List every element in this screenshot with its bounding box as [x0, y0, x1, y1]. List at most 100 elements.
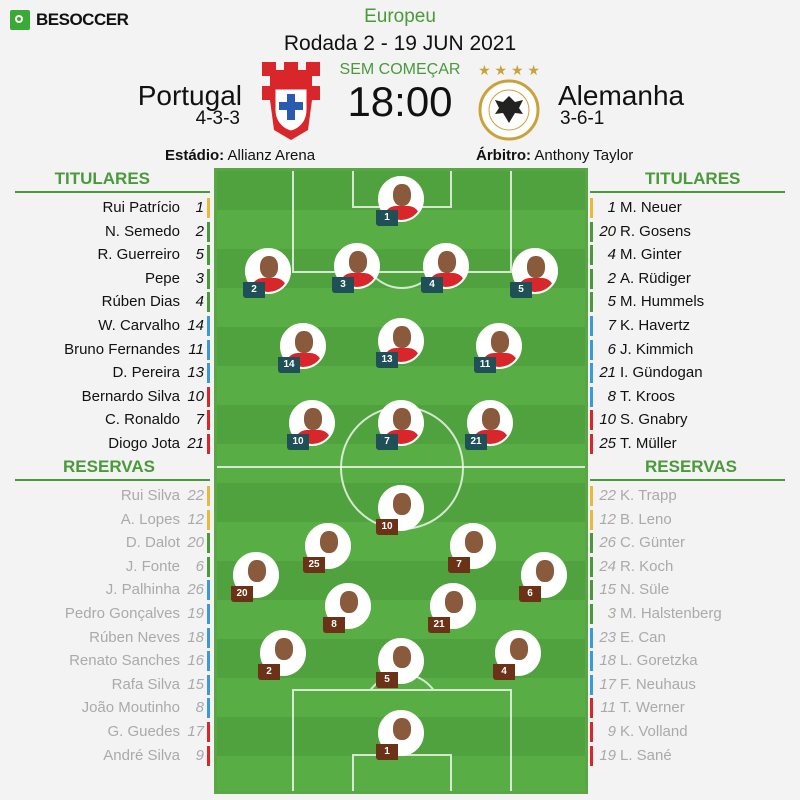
- away-player-marker[interactable]: 8: [323, 583, 371, 633]
- player-row[interactable]: Bruno Fernandes 11: [0, 338, 210, 362]
- player-row[interactable]: Renato Sanches 16: [0, 649, 210, 673]
- player-row[interactable]: E. Can 23: [590, 626, 800, 650]
- player-number-badge: 3: [332, 277, 354, 293]
- bottom-goal-area: [352, 754, 452, 791]
- player-name: Rui Patrício: [102, 199, 180, 216]
- player-row[interactable]: N. Semedo 2: [0, 220, 210, 244]
- away-player-marker[interactable]: 25: [303, 523, 351, 573]
- player-name: J. Kimmich: [620, 340, 694, 358]
- home-team-name[interactable]: Portugal: [137, 80, 242, 111]
- player-row[interactable]: T. Kroos 8: [590, 385, 800, 409]
- player-row[interactable]: M. Neuer 1: [590, 196, 800, 220]
- player-number-badge: 21: [428, 617, 450, 633]
- player-photo: [378, 176, 424, 222]
- player-number: 14: [187, 316, 204, 334]
- player-row[interactable]: W. Carvalho 14: [0, 314, 210, 338]
- player-row[interactable]: K. Trapp 22: [590, 484, 800, 508]
- player-row[interactable]: I. Gündogan 21: [590, 361, 800, 385]
- away-player-marker[interactable]: 7: [448, 523, 496, 573]
- away-player-marker[interactable]: 2: [258, 630, 306, 680]
- player-name: Rui Silva: [120, 487, 180, 504]
- player-row[interactable]: R. Gosens 20: [590, 220, 800, 244]
- player-row[interactable]: K. Volland 9: [590, 720, 800, 744]
- player-number: 1: [607, 199, 616, 216]
- home-player-marker[interactable]: 3: [332, 243, 380, 293]
- player-row[interactable]: D. Dalot 20: [0, 531, 210, 555]
- player-row[interactable]: J. Palhinha 26: [0, 578, 210, 602]
- player-row[interactable]: Pedro Gonçalves 19: [0, 602, 210, 626]
- player-row[interactable]: T. Müller 25: [590, 432, 800, 456]
- player-row[interactable]: A. Rüdiger 2: [590, 267, 800, 291]
- player-row[interactable]: C. Günter 26: [590, 531, 800, 555]
- player-row[interactable]: Bernardo Silva 10: [0, 385, 210, 409]
- player-row[interactable]: J. Fonte 6: [0, 555, 210, 579]
- player-name: Pedro Gonçalves: [64, 604, 180, 622]
- player-number: 15: [599, 581, 616, 599]
- home-player-marker[interactable]: 7: [376, 400, 424, 450]
- player-row[interactable]: Rui Silva 22: [0, 484, 210, 508]
- player-row[interactable]: M. Ginter 4: [590, 243, 800, 267]
- player-row[interactable]: G. Guedes 17: [0, 720, 210, 744]
- player-name: R. Guerreiro: [97, 246, 180, 264]
- player-row[interactable]: R. Koch 24: [590, 555, 800, 579]
- player-number: 13: [187, 364, 204, 382]
- player-row[interactable]: D. Pereira 13: [0, 361, 210, 385]
- position-bar: [207, 698, 210, 719]
- player-number-badge: 14: [278, 357, 300, 373]
- player-row[interactable]: L. Goretzka 18: [590, 649, 800, 673]
- home-player-marker[interactable]: 14: [278, 323, 326, 373]
- away-player-marker[interactable]: 4: [493, 630, 541, 680]
- player-row[interactable]: Rui Patrício 1: [0, 196, 210, 220]
- home-player-marker[interactable]: 21: [465, 400, 513, 450]
- player-row[interactable]: André Silva 9: [0, 744, 210, 768]
- player-name: T. Kroos: [620, 387, 676, 405]
- besoccer-logo[interactable]: BESOCCER: [10, 10, 129, 30]
- player-number: 12: [599, 510, 616, 528]
- home-player-marker[interactable]: 2: [243, 248, 291, 298]
- home-player-marker[interactable]: 4: [421, 243, 469, 293]
- player-row[interactable]: N. Süle 15: [590, 578, 800, 602]
- player-row[interactable]: B. Leno 12: [590, 508, 800, 532]
- player-row[interactable]: M. Halstenberg 3: [590, 602, 800, 626]
- home-player-marker[interactable]: 1: [376, 176, 424, 226]
- player-row[interactable]: Pepe 3: [0, 267, 210, 291]
- away-team-name[interactable]: Alemanha: [558, 80, 685, 111]
- home-player-marker[interactable]: 13: [376, 318, 424, 368]
- player-photo: [378, 485, 424, 531]
- match-status: SEM COMEÇAR: [339, 61, 461, 78]
- position-bar: [207, 221, 210, 242]
- player-row[interactable]: C. Ronaldo 7: [0, 408, 210, 432]
- away-player-marker[interactable]: 20: [231, 552, 279, 602]
- player-row[interactable]: Rúben Dias 4: [0, 290, 210, 314]
- away-player-marker[interactable]: 1: [376, 710, 424, 760]
- home-player-marker[interactable]: 10: [287, 400, 335, 450]
- player-row[interactable]: Rúben Neves 18: [0, 626, 210, 650]
- player-row[interactable]: R. Guerreiro 5: [0, 243, 210, 267]
- player-row[interactable]: T. Werner 11: [590, 696, 800, 720]
- position-bar: [590, 198, 593, 218]
- away-player-marker[interactable]: 5: [376, 638, 424, 688]
- player-row[interactable]: A. Lopes 12: [0, 508, 210, 532]
- player-number-badge: 2: [258, 664, 280, 680]
- away-player-marker[interactable]: 21: [428, 583, 476, 633]
- player-row[interactable]: F. Neuhaus 17: [590, 673, 800, 697]
- away-player-marker[interactable]: 10: [376, 485, 424, 535]
- player-row[interactable]: João Moutinho 8: [0, 696, 210, 720]
- home-player-marker[interactable]: 11: [474, 323, 522, 373]
- player-row[interactable]: J. Kimmich 6: [590, 338, 800, 362]
- player-name: A. Lopes: [120, 510, 180, 528]
- player-row[interactable]: M. Hummels 5: [590, 290, 800, 314]
- player-row[interactable]: L. Sané 19: [590, 744, 800, 768]
- home-player-marker[interactable]: 5: [510, 248, 558, 298]
- player-number: 9: [607, 722, 616, 740]
- position-bar: [207, 627, 210, 648]
- player-row[interactable]: S. Gnabry 10: [590, 408, 800, 432]
- player-name: F. Neuhaus: [620, 675, 696, 693]
- player-number: 7: [607, 316, 616, 334]
- player-name: T. Werner: [620, 699, 685, 717]
- player-number: 25: [599, 434, 616, 452]
- player-row[interactable]: Diogo Jota 21: [0, 432, 210, 456]
- away-player-marker[interactable]: 6: [519, 552, 567, 602]
- player-row[interactable]: K. Havertz 7: [590, 314, 800, 338]
- player-row[interactable]: Rafa Silva 15: [0, 673, 210, 697]
